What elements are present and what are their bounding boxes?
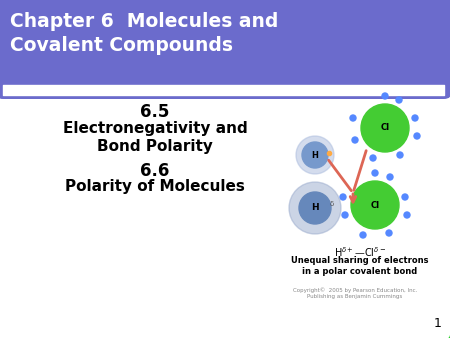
Circle shape [361,104,409,152]
Circle shape [351,181,399,229]
Circle shape [340,194,346,200]
Text: H: H [311,150,319,160]
Circle shape [342,212,348,218]
Text: 6.6: 6.6 [140,162,170,180]
Circle shape [414,133,420,139]
Text: Unequal sharing of electrons
in a polar covalent bond: Unequal sharing of electrons in a polar … [291,256,429,276]
Circle shape [289,182,341,234]
Circle shape [397,152,403,158]
Text: Cl: Cl [380,123,390,132]
Text: Polarity of Molecules: Polarity of Molecules [65,179,245,194]
Circle shape [372,170,378,176]
Text: Cl: Cl [370,200,379,210]
Circle shape [386,230,392,236]
Text: Electronegativity and
Bond Polarity: Electronegativity and Bond Polarity [63,121,248,154]
Circle shape [296,136,334,174]
Circle shape [299,192,331,224]
Circle shape [350,115,356,121]
Circle shape [387,174,393,180]
FancyBboxPatch shape [0,0,450,99]
Circle shape [382,93,388,99]
Circle shape [360,232,366,238]
Text: H: H [311,203,319,213]
Circle shape [412,115,418,121]
Circle shape [402,194,408,200]
Circle shape [396,97,402,103]
Text: Chapter 6  Molecules and
Covalent Compounds: Chapter 6 Molecules and Covalent Compoun… [10,12,279,55]
Text: δ: δ [330,201,334,207]
Text: 6.5: 6.5 [140,103,170,121]
Text: H$^{\delta+}$—Cl$^{\delta-}$: H$^{\delta+}$—Cl$^{\delta-}$ [334,245,386,259]
Circle shape [404,212,410,218]
Circle shape [302,142,328,168]
Text: 1: 1 [434,317,442,330]
Circle shape [352,137,358,143]
Text: Copyright©  2005 by Pearson Education, Inc.
Publishing as Benjamin Cummings: Copyright© 2005 by Pearson Education, In… [293,287,417,299]
Circle shape [370,155,376,161]
